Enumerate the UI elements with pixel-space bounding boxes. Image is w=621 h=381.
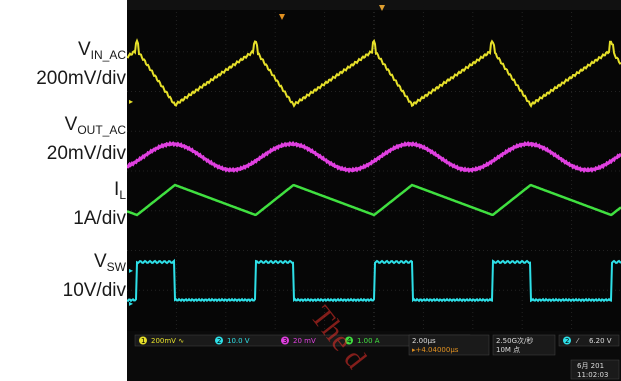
vin-label-main: V [77, 39, 91, 60]
trigger-level-readout: 6.20 V [589, 337, 612, 345]
il-trace [127, 183, 621, 217]
channel-labels: VIN_AC 200mV/div VOUT_AC 20mV/div IL 1A/… [0, 0, 130, 381]
vsw-trace [127, 258, 621, 303]
ch1-badge-num: 1 [141, 337, 145, 345]
ch3-readout: 20 mV [293, 337, 316, 345]
vin-trace [127, 38, 621, 109]
trigger-channel-badge [563, 336, 571, 345]
vout-scale: 20mV/div [46, 143, 126, 164]
ch2-badge [215, 336, 223, 345]
ch1-readout: 200mV ∿ [151, 337, 184, 345]
trigger-position-marker [279, 14, 285, 20]
timebase-box [408, 334, 490, 356]
ch2-ground-marker: ▸ [129, 266, 133, 275]
il-label: IL 1A/div [73, 178, 126, 230]
screen-background [127, 0, 621, 381]
ch2-badge-num: 2 [217, 337, 221, 345]
vin-scale: 200mV/div [36, 68, 126, 89]
trigger-position-marker-top [379, 5, 385, 11]
il-label-main: I [114, 179, 120, 200]
vsw-label-sub: SW [106, 260, 126, 274]
record-length-readout: 10M 点 [496, 346, 520, 354]
datetime-box [570, 359, 620, 380]
vsw-label-main: V [93, 251, 107, 272]
vsw-scale: 10V/div [62, 280, 126, 301]
ch2-offset-marker: ▸ [129, 299, 133, 308]
sample-rate-readout: 2.50G次/秒 [496, 336, 533, 345]
trigger-channel-num: 2 [565, 337, 569, 345]
status-bar: 1 200mV ∿ 2 10.0 V 3 20 mV 4 1.00 A 2.00… [127, 331, 621, 381]
vsw-label: VSW 10V/div [63, 250, 126, 302]
ch4-badge-num: 4 [347, 337, 352, 345]
trigger-slope: ⁄ [575, 337, 580, 345]
trigger-box [558, 334, 620, 347]
timebase-readout: 2.00µs [412, 337, 436, 345]
ch2-readout: 10.0 V [227, 337, 250, 345]
ch1-ground-marker: ▸ [129, 97, 133, 106]
oscilloscope-screen: ▸ ▸ ▸ ▸ 1 200mV ∿ 2 10.0 V 3 20 mV 4 1.0… [127, 0, 621, 381]
vout-label-sub: OUT_AC [77, 123, 126, 137]
time-readout: 11:02:03 [577, 371, 608, 379]
il-scale: 1A/div [73, 208, 126, 229]
ch3-badge-num: 3 [283, 337, 287, 345]
vout-trace [127, 140, 621, 174]
vout-label: VOUT_AC 20mV/div [47, 113, 126, 165]
top-bar [127, 0, 621, 10]
ch4-badge [345, 336, 353, 345]
ch4-readout: 1.00 A [357, 337, 380, 345]
ch3-badge [281, 336, 289, 345]
date-readout: 6月 201 [577, 362, 604, 370]
trigger-position-readout: ▸+4.04000µs [412, 346, 459, 354]
vin-label-sub: IN_AC [90, 48, 126, 62]
oscilloscope-display: ▸ ▸ ▸ ▸ 1 200mV ∿ 2 10.0 V 3 20 mV 4 1.0… [127, 0, 621, 381]
il-label-sub: L [119, 188, 126, 202]
ch1-badge [139, 336, 147, 345]
acquisition-box [492, 334, 556, 356]
vout-label-main: V [64, 114, 78, 135]
vin-label: VIN_AC 200mV/div [36, 38, 126, 90]
